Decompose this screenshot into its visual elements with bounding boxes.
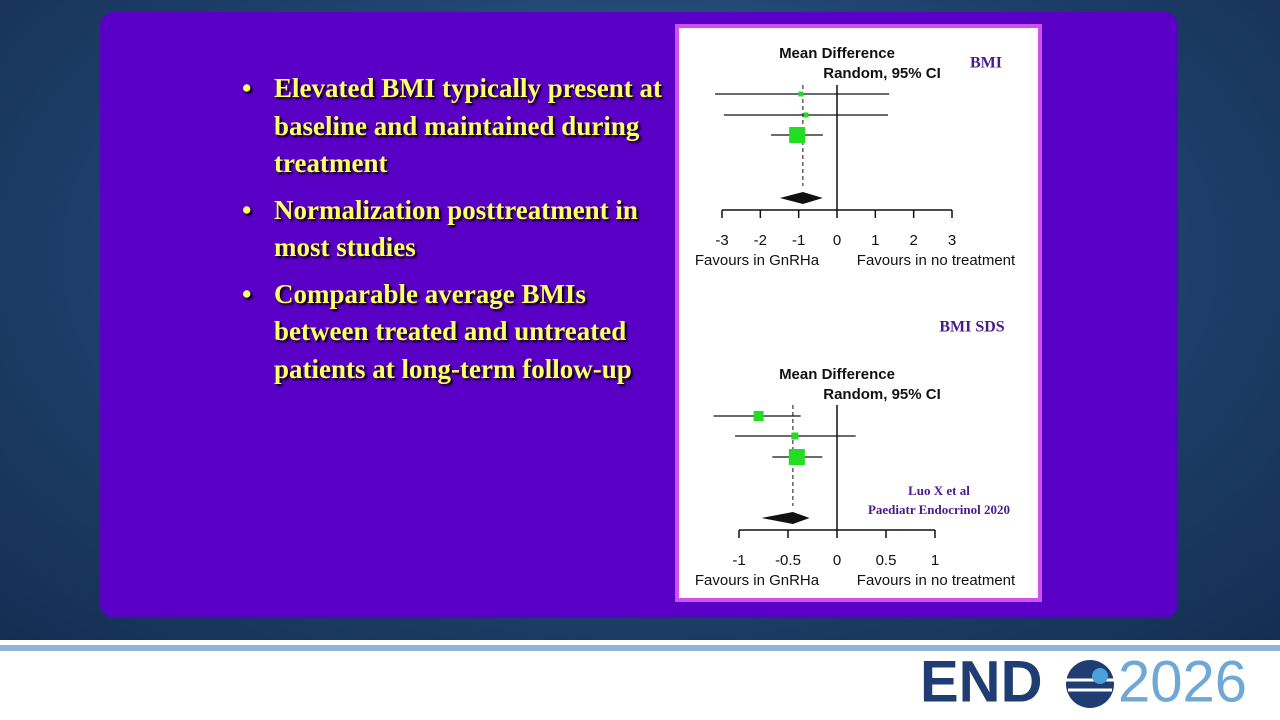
citation: Paediatr Endocrinol 2020 [868,502,1010,517]
x-tick-label: 1 [871,232,879,249]
axis-caption: Favours in GnRHa [695,252,820,269]
x-tick-label: 0 [833,232,841,249]
plot-heading: Mean Difference [779,45,895,62]
bullet: Elevated BMI typically present at baseli… [240,70,680,183]
study-estimate [803,112,809,118]
x-tick-label: 1 [931,552,939,569]
citation: Luo X et al [908,483,970,498]
bullet-list: Elevated BMI typically present at baseli… [240,70,680,397]
footer-stripe [0,645,1280,651]
plot-heading: Random, 95% CI [823,386,941,403]
plot-heading: Random, 95% CI [823,65,941,82]
plot-label: BMI [970,55,1002,72]
logo-year: 2026 [1118,649,1247,714]
x-tick-label: 2 [909,232,917,249]
overall-diamond [761,512,810,524]
study-estimate [798,91,804,97]
study-estimate [789,127,806,143]
bullet: Normalization posttreatment in most stud… [240,192,680,267]
logo-globe [1066,660,1114,708]
x-tick-label: -1 [732,552,745,569]
bullet: Comparable average BMIs between treated … [240,276,680,389]
plot-label: BMI SDS [939,319,1004,336]
axis-caption: Favours in GnRHa [695,572,820,589]
x-tick-label: -3 [715,232,728,249]
x-tick-label: 0 [833,552,841,569]
plot-heading: Mean Difference [779,366,895,383]
x-tick-label: 3 [948,232,956,249]
study-estimate [791,432,799,440]
axis-caption: Favours in no treatment [857,252,1016,269]
overall-diamond [779,192,823,204]
x-tick-label: -2 [754,232,767,249]
x-tick-label: -1 [792,232,805,249]
logo-prefix: END [920,649,1042,714]
study-estimate [788,449,805,465]
axis-caption: Favours in no treatment [857,572,1016,589]
figure-panel [675,24,1042,602]
x-tick-label: -0.5 [775,552,801,569]
x-tick-label: 0.5 [876,552,897,569]
study-estimate [753,411,764,421]
